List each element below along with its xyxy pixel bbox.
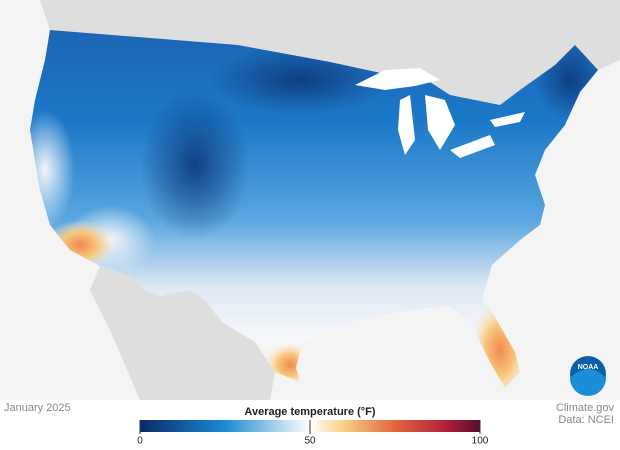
mexico xyxy=(90,266,275,400)
tick-label: 0 xyxy=(137,436,143,447)
legend-title: Average temperature (°F) xyxy=(244,406,375,418)
logo-text: NOAA xyxy=(578,364,599,371)
tick-label: 100 xyxy=(472,436,489,447)
scale-ticks: 0 50 100 xyxy=(137,420,489,447)
great-lakes xyxy=(355,68,525,158)
noaa-logo-wave xyxy=(570,369,606,396)
credit: Data: NCEI xyxy=(558,414,614,426)
tick-label: 50 xyxy=(304,436,316,447)
canada xyxy=(40,0,620,105)
date-label: January 2025 xyxy=(4,402,71,414)
credit: Climate.gov xyxy=(556,402,615,414)
